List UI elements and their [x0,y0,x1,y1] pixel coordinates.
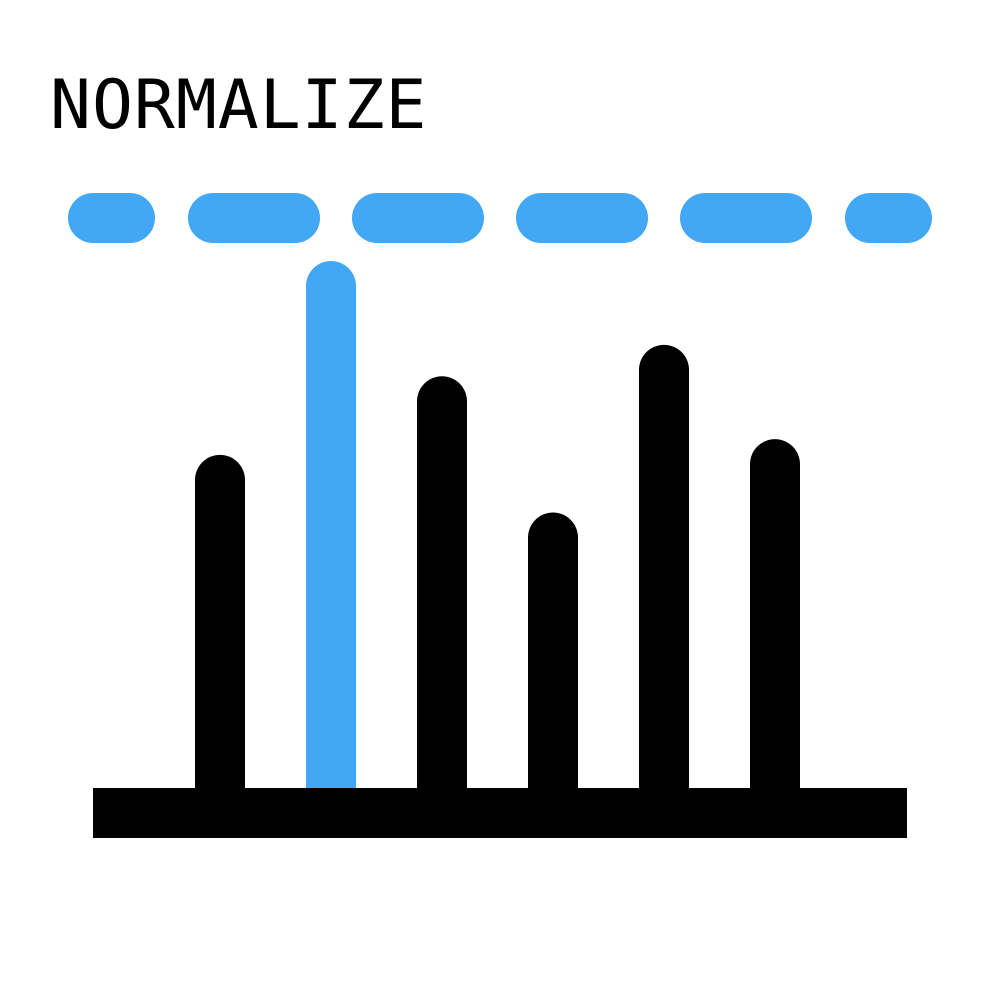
title: NORMALIZE [50,66,428,145]
baseline [93,788,907,838]
bars-group [195,261,800,835]
